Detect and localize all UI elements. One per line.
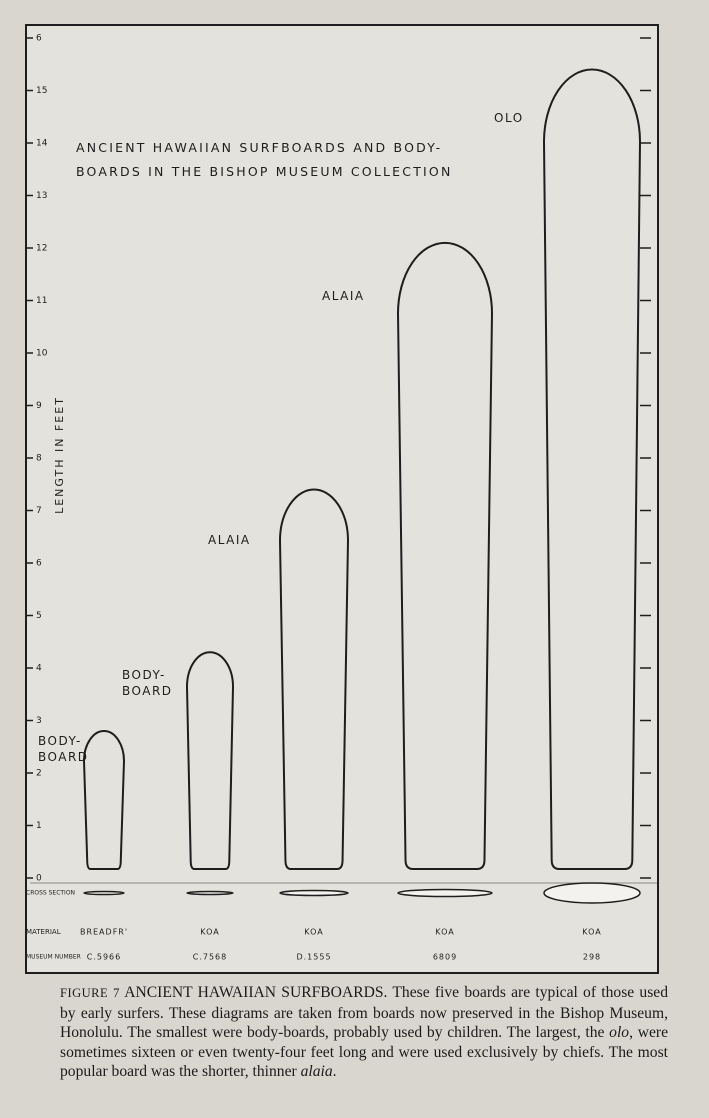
row-label: MATERIAL xyxy=(26,928,61,936)
y-tick-label: 8 xyxy=(36,454,42,464)
y-tick-label: 11 xyxy=(36,296,47,306)
museum-number: 298 xyxy=(583,953,601,962)
caption: FIGURE 7 ANCIENT HAWAIIAN SURFBOARDS. Th… xyxy=(60,983,668,1082)
material: BREADFR' xyxy=(80,928,128,937)
caption-text: . xyxy=(332,1063,337,1081)
board xyxy=(396,241,494,870)
chart-title: ANCIENT HAWAIIAN SURFBOARDS AND BODY-BOA… xyxy=(76,140,453,179)
y-tick-label: 12 xyxy=(36,244,47,254)
museum-number: C.5966 xyxy=(87,953,122,962)
row-label: MUSEUM NUMBER xyxy=(26,954,81,961)
board xyxy=(542,68,642,870)
y-tick-label: 7 xyxy=(36,506,42,516)
material: KOA xyxy=(200,928,219,937)
category-label: OLO xyxy=(494,111,524,125)
chart-frame xyxy=(25,24,659,974)
y-tick-label: 3 xyxy=(36,716,42,726)
board xyxy=(278,488,350,870)
y-tick-label: 15 xyxy=(36,86,47,96)
y-tick-label: 9 xyxy=(36,401,42,411)
board xyxy=(82,730,126,870)
category-label: BODY-BOARD xyxy=(38,734,89,764)
category-label: ALAIA xyxy=(208,533,251,547)
y-tick-label: 2 xyxy=(36,769,42,779)
cross-section xyxy=(279,889,349,897)
y-tick-label: 5 xyxy=(36,611,42,621)
y-tick-label: 10 xyxy=(36,349,48,359)
cross-section xyxy=(543,882,641,904)
y-tick-label: 1 xyxy=(36,821,42,831)
category-label: BODY-BOARD xyxy=(122,668,173,698)
material: KOA xyxy=(304,928,323,937)
y-tick-label: 0 xyxy=(36,874,42,884)
caption-text: These five boards are typical of those u… xyxy=(60,984,668,1042)
row-label: CROSS SECTION xyxy=(26,890,75,897)
caption-italic: alaia xyxy=(300,1063,333,1081)
cross-section xyxy=(397,888,493,898)
y-tick-label: 14 xyxy=(36,139,48,149)
board xyxy=(185,651,235,870)
caption-italic: olo xyxy=(609,1024,630,1042)
y-tick-label: 6 xyxy=(36,34,42,44)
museum-number: 6809 xyxy=(433,953,457,962)
y-tick-label: 6 xyxy=(36,559,42,569)
category-label: ALAIA xyxy=(322,289,365,303)
y-tick-label: 13 xyxy=(36,191,47,201)
caption-title: ANCIENT HAWAIIAN SURFBOARDS. xyxy=(124,984,388,1001)
museum-number: C.7568 xyxy=(193,953,228,962)
y-axis-label: LENGTH IN FEET xyxy=(53,396,66,514)
cross-section xyxy=(186,890,234,896)
figure-label: FIGURE 7 xyxy=(60,986,120,1000)
y-tick-label: 4 xyxy=(36,664,42,674)
cross-section xyxy=(83,890,125,896)
material: KOA xyxy=(435,928,454,937)
museum-number: D.1555 xyxy=(296,953,331,962)
caption-text: , were sometimes sixteen or even twenty-… xyxy=(60,1024,668,1081)
material: KOA xyxy=(582,928,601,937)
